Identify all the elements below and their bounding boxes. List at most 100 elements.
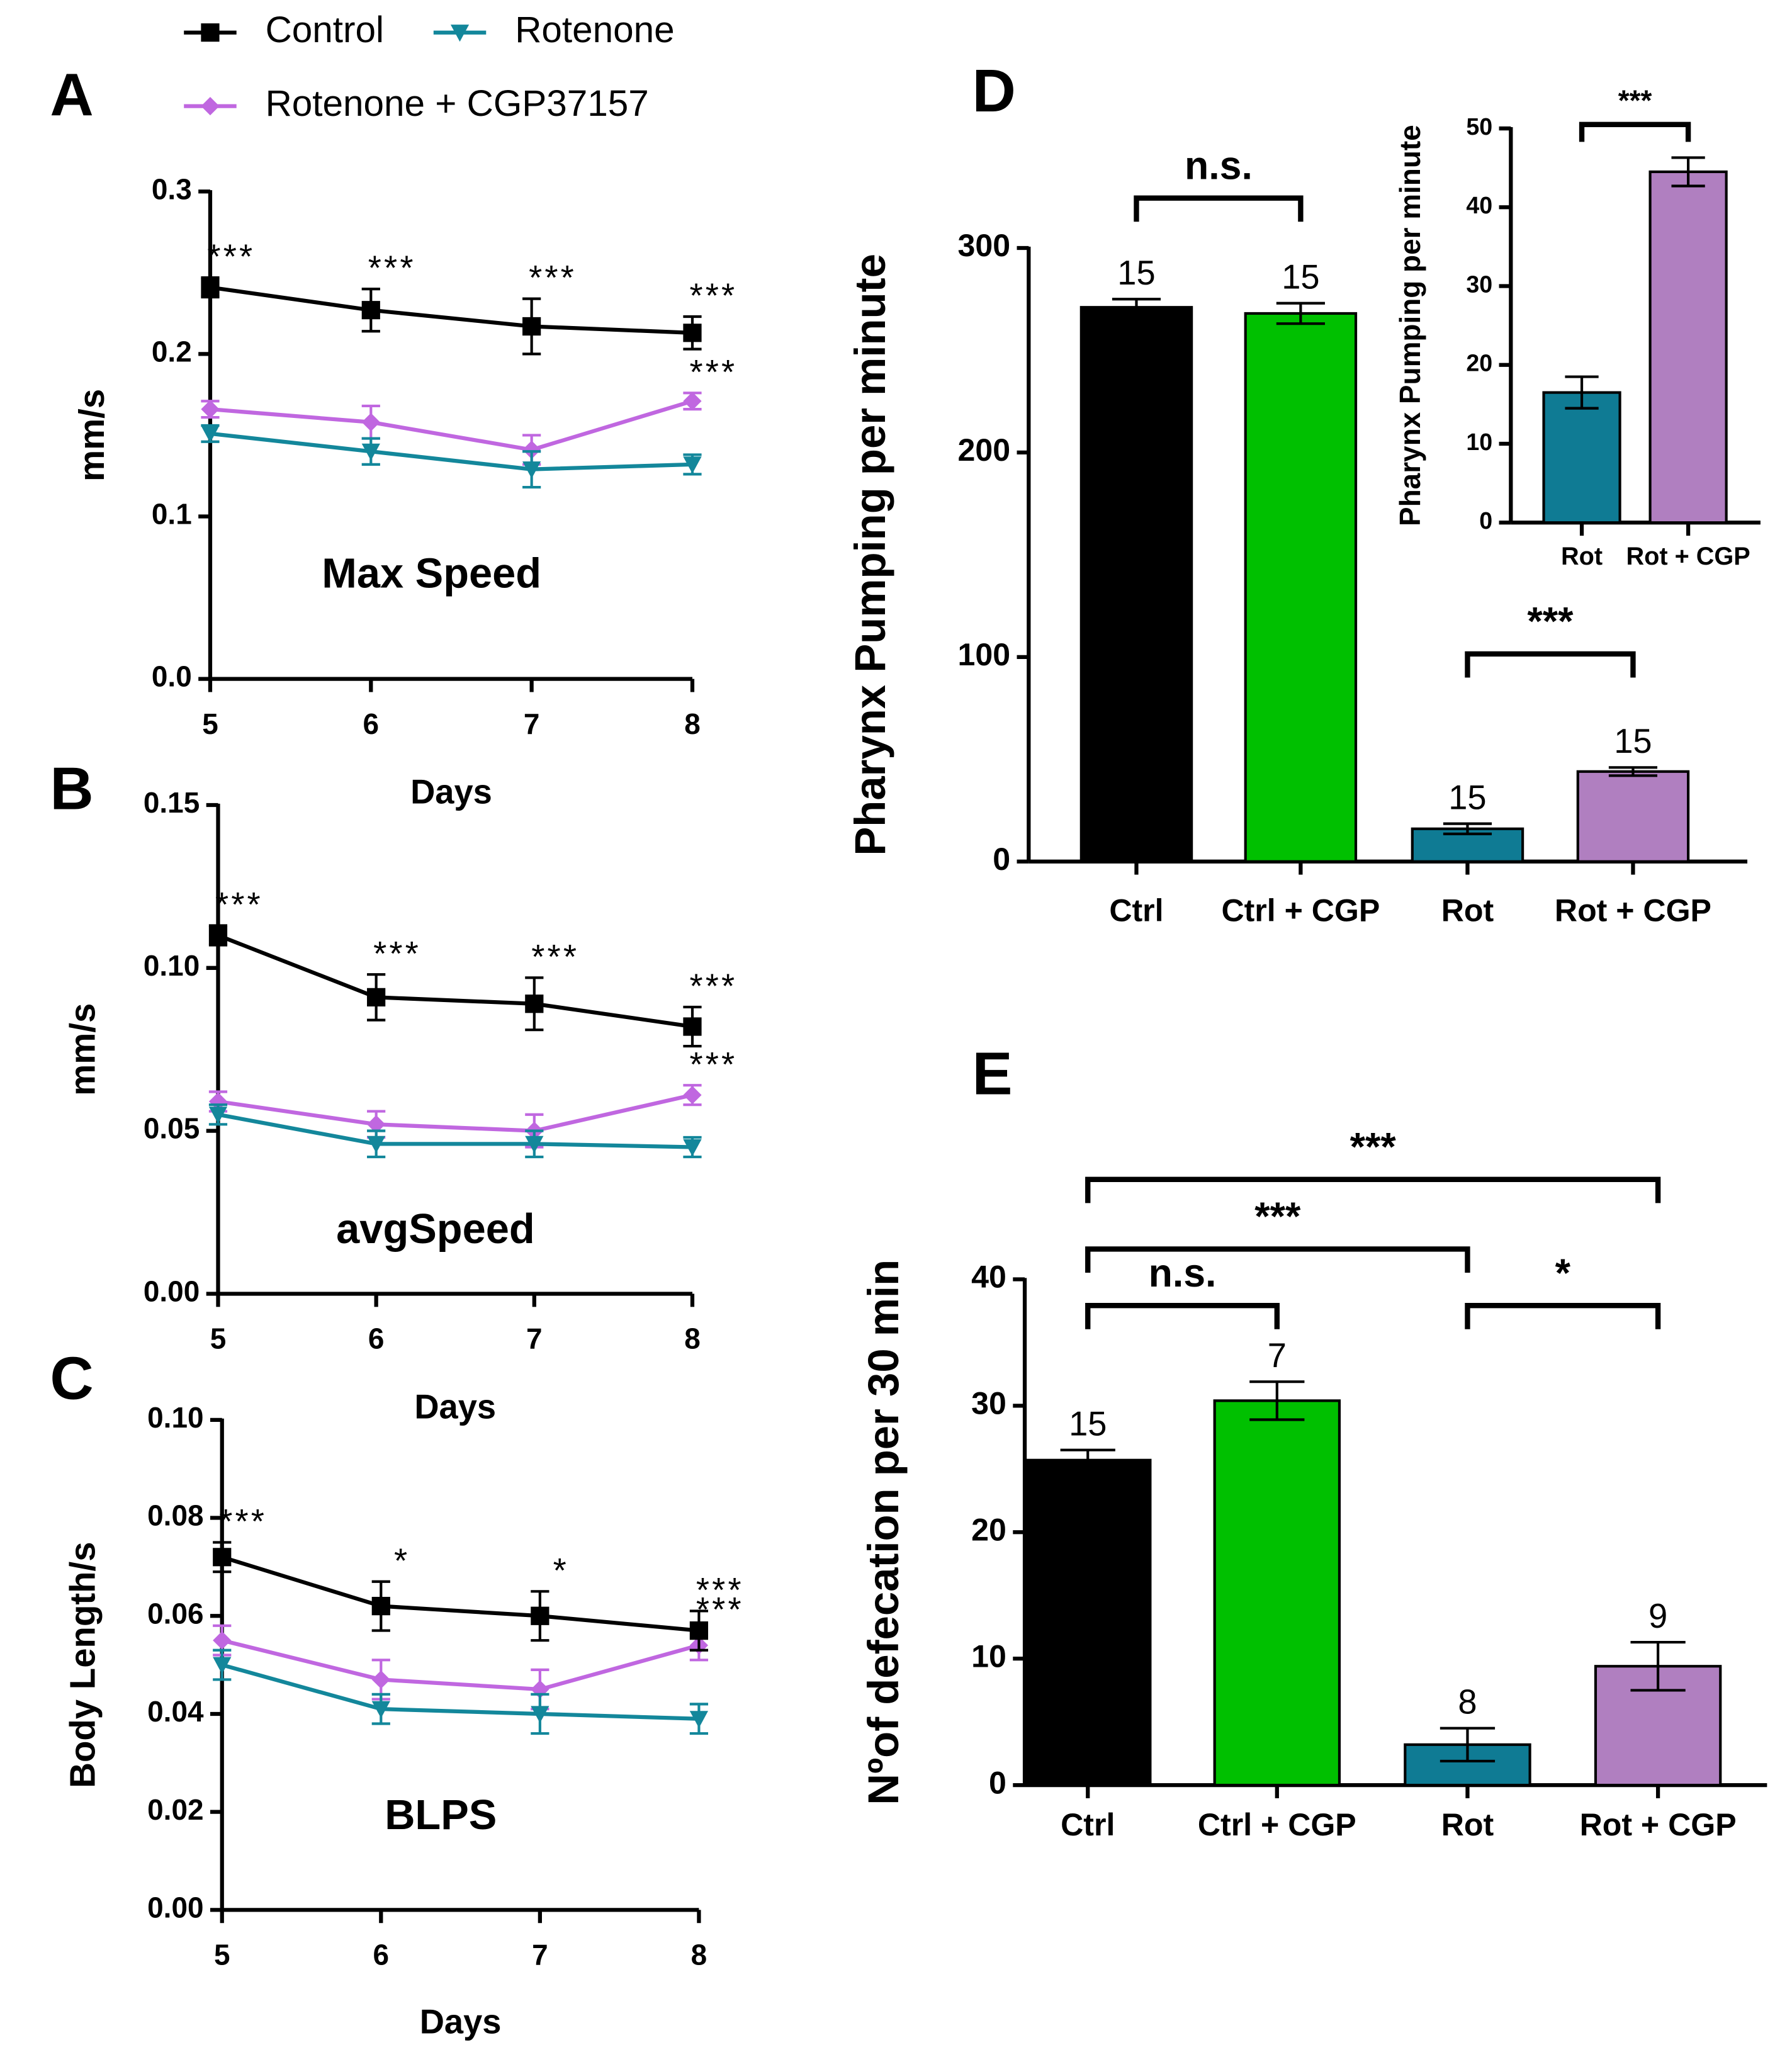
x-tick-label: 5 (210, 1322, 227, 1355)
marker (525, 994, 544, 1013)
y-axis-label: Body Length/s (63, 1541, 103, 1788)
marker (683, 456, 702, 474)
x-tick-label: 7 (526, 1322, 543, 1355)
bar (1542, 391, 1621, 524)
x-tick-label: Ctrl + CGP (1198, 1807, 1356, 1842)
y-tick-label: 0.00 (144, 1275, 200, 1308)
y-tick-label: 0 (989, 1765, 1006, 1800)
x-tick-label: Ctrl (1061, 1807, 1115, 1842)
bar (1213, 1399, 1341, 1787)
x-tick-label: Ctrl (1109, 893, 1163, 928)
significance: *** (689, 1045, 737, 1083)
significance-bracket (1085, 1246, 1470, 1273)
significance-bracket (1465, 651, 1636, 678)
y-tick-label: 0.3 (152, 172, 192, 205)
chart-title: Max Speed (322, 550, 541, 597)
marker (208, 926, 228, 945)
significance: *** (215, 886, 263, 924)
y-tick-label: 10 (971, 1638, 1006, 1674)
panel-label: B (50, 755, 93, 823)
marker (367, 1115, 386, 1134)
error-bar (1060, 1448, 1115, 1472)
y-tick-label: 40 (971, 1259, 1006, 1295)
y-axis-label: Nºof defecation per 30 min (859, 1259, 908, 1805)
x-tick-label: Rot (1441, 1807, 1494, 1842)
error-bar (1608, 766, 1658, 777)
marker (522, 317, 541, 336)
x-tick-label: Rot (1441, 893, 1494, 928)
y-tick-label: 10 (1466, 429, 1492, 455)
marker (361, 301, 380, 320)
series-line (218, 1093, 693, 1133)
significance: *** (1618, 84, 1652, 116)
panel-label: E (972, 1040, 1013, 1108)
marker (361, 413, 380, 432)
count-label: 15 (1117, 254, 1155, 292)
panel-label: C (50, 1345, 93, 1412)
y-tick-label: 0.02 (147, 1793, 203, 1826)
bar (1079, 306, 1193, 863)
marker (531, 1606, 549, 1625)
marker (371, 1670, 390, 1689)
bar (1244, 312, 1358, 863)
y-tick-label: 50 (1466, 113, 1492, 140)
marker (201, 23, 220, 42)
error-bar (1565, 375, 1599, 410)
x-tick-label: 8 (684, 1322, 701, 1355)
y-tick-label: 200 (958, 432, 1011, 468)
x-tick-label: Ctrl + CGP (1221, 893, 1380, 928)
count-label: 15 (1448, 779, 1486, 816)
bar (1648, 170, 1728, 524)
y-axis-label: Pharynx Pumping per minute (846, 254, 894, 856)
significance: *** (219, 1503, 267, 1541)
significance-bracket (1579, 121, 1691, 142)
count-label: 15 (1614, 723, 1652, 760)
x-axis-label: Days (414, 1388, 496, 1426)
marker (367, 988, 386, 1007)
series-line (210, 285, 693, 335)
legend-label: Control (266, 9, 384, 50)
x-tick-label: Rot + CGP (1580, 1807, 1737, 1842)
y-tick-label: 0.10 (144, 949, 200, 982)
marker (683, 392, 702, 410)
count-label: 7 (1268, 1337, 1287, 1375)
marker (201, 425, 220, 443)
significance: *** (689, 277, 737, 315)
x-tick-label: Rot (1561, 543, 1603, 570)
x-tick-label: 5 (202, 707, 218, 740)
marker (213, 1657, 232, 1674)
significance: n.s. (1149, 1251, 1217, 1295)
marker (208, 1107, 228, 1124)
marker (201, 96, 220, 116)
series-line (217, 1112, 693, 1149)
x-tick-label: 7 (532, 1939, 548, 1971)
x-tick-label: 6 (373, 1939, 390, 1971)
marker (683, 1139, 702, 1157)
x-tick-label: 8 (684, 707, 701, 740)
x-tick-label: 5 (214, 1939, 230, 1971)
marker (689, 1621, 709, 1640)
marker (213, 1631, 232, 1650)
chart-title: BLPS (385, 1792, 497, 1839)
count-label: 15 (1282, 258, 1319, 296)
significance: *** (689, 353, 737, 391)
significance: * (553, 1552, 569, 1589)
marker (213, 1548, 232, 1567)
y-tick-label: 0.00 (147, 1891, 203, 1924)
x-tick-label: 6 (363, 707, 380, 740)
x-tick-label: Rot + CGP (1555, 893, 1711, 928)
y-tick-label: 30 (971, 1386, 1006, 1421)
significance: *** (529, 259, 577, 297)
error-bar (1630, 1640, 1686, 1692)
significance: n.s. (1185, 144, 1253, 188)
marker (367, 1135, 386, 1153)
series-line (221, 1638, 700, 1692)
marker (531, 1706, 549, 1723)
y-tick-label: 30 (1466, 271, 1492, 297)
significance: *** (1527, 600, 1574, 644)
significance: *** (373, 935, 421, 972)
y-axis-label: Pharynx Pumping per minute (1394, 125, 1426, 526)
series-line (210, 399, 693, 452)
y-tick-label: 0.04 (147, 1695, 204, 1728)
x-tick-label: 8 (691, 1939, 707, 1971)
